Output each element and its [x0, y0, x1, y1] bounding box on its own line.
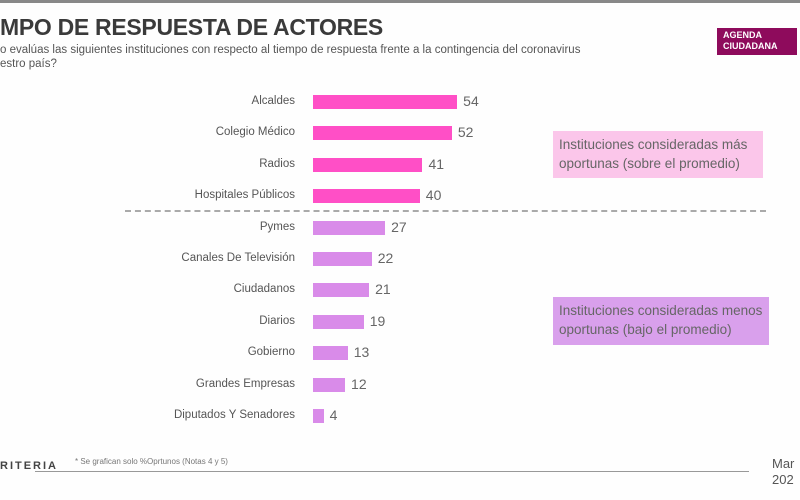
category-label: Hospitales Públicos	[194, 189, 295, 202]
data-label: 54	[463, 93, 479, 109]
category-label: Alcaldes	[251, 95, 295, 107]
question-line-1: o evalúas las siguientes instituciones c…	[0, 44, 581, 56]
date-year: 202	[772, 472, 794, 487]
category-label: Radios	[259, 157, 295, 170]
category-label: Pymes	[259, 220, 295, 233]
bar	[313, 95, 458, 109]
average-divider	[125, 210, 766, 212]
bar	[313, 409, 324, 423]
question-line-2: estro país?	[0, 58, 57, 70]
data-label: 27	[391, 218, 407, 235]
bar	[313, 314, 364, 329]
date-month: Mar	[772, 456, 795, 471]
category-label: Colegio Médico	[215, 126, 295, 139]
brand-logo: RITERIA	[0, 460, 58, 472]
bar	[313, 377, 346, 392]
data-label: 12	[351, 375, 367, 392]
bar	[313, 346, 348, 361]
annotation-above-average: Instituciones consideradas más oportunas…	[553, 131, 763, 178]
data-label: 41	[428, 155, 445, 172]
top-border	[0, 0, 800, 3]
data-label: 40	[425, 187, 442, 204]
section-badge: AGENDA CIUDADANA	[717, 28, 797, 55]
bar	[313, 283, 370, 298]
bar	[313, 252, 372, 266]
data-label: 19	[369, 312, 386, 329]
question-text: o evalúas las siguientes instituciones c…	[0, 43, 660, 71]
annotation-below-average: Instituciones consideradas menos oportun…	[553, 297, 769, 345]
bar	[313, 157, 423, 172]
bar	[313, 126, 452, 141]
category-label: Ciudadanos	[233, 283, 295, 296]
footer-line	[35, 471, 749, 472]
footnote: * Se grafican solo %Oprtunos (Notas 4 y …	[75, 457, 228, 466]
category-label: Grandes Empresas	[195, 377, 295, 390]
data-label: 21	[375, 281, 391, 298]
category-label: Canales De Televisión	[181, 252, 295, 264]
date-label: Mar 202	[772, 456, 798, 488]
category-label: Diputados Y Senadores	[173, 409, 295, 421]
data-label: 22	[377, 250, 394, 266]
page-title: MPO DE RESPUESTA DE ACTORES	[0, 14, 383, 40]
data-label: 13	[353, 344, 370, 361]
bar	[313, 189, 420, 204]
bar	[313, 220, 386, 235]
data-label: 4	[329, 407, 338, 423]
data-label: 52	[457, 124, 474, 141]
category-label: Diarios	[259, 314, 295, 327]
category-label: Gobierno	[247, 346, 295, 359]
